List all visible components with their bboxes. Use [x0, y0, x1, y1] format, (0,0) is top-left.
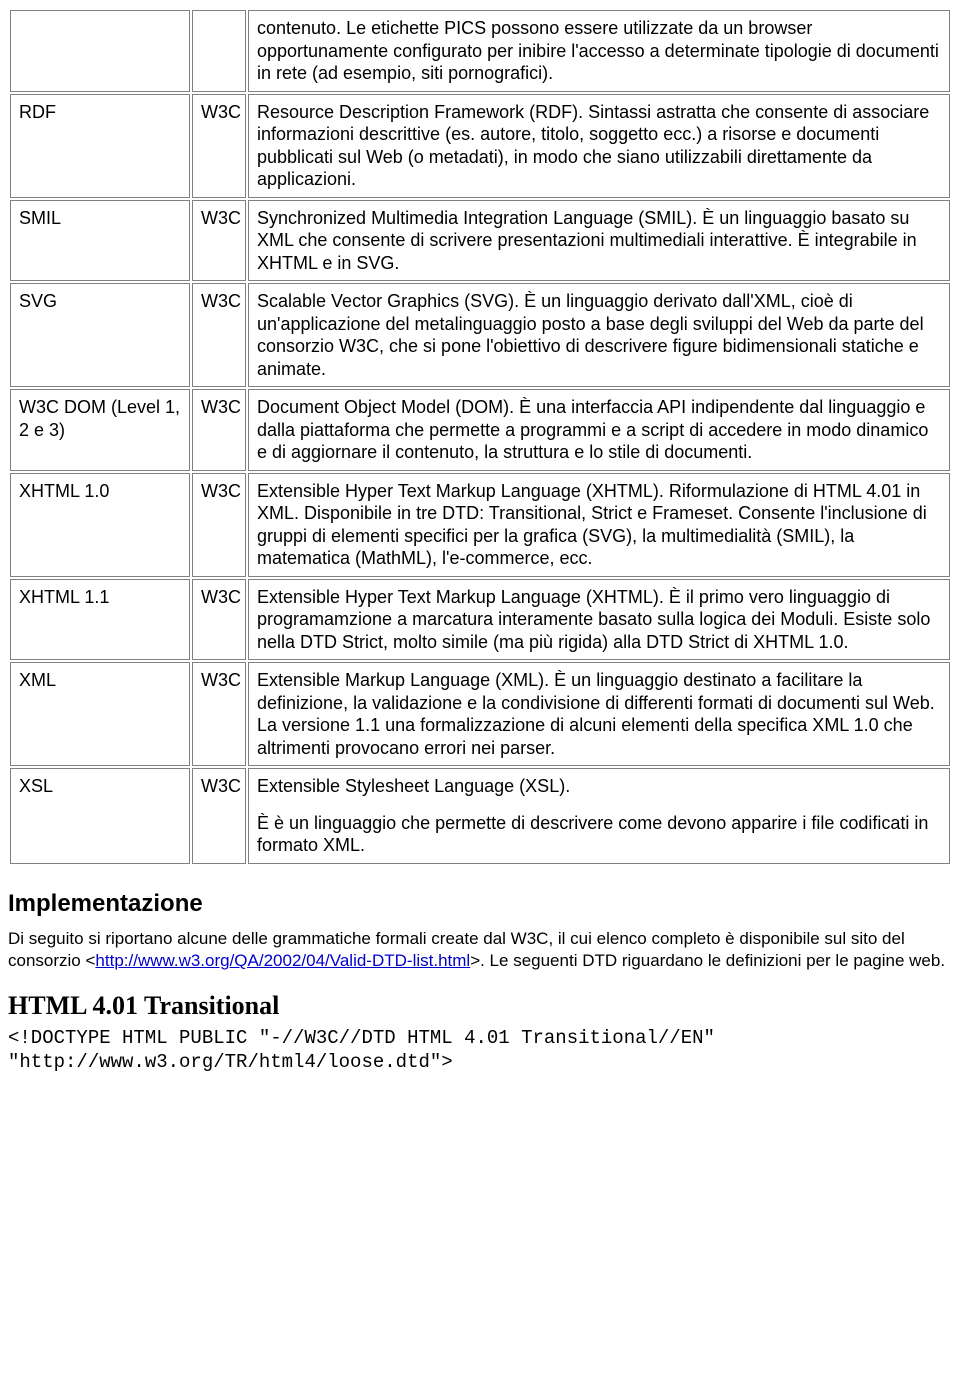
- cell-name: [10, 10, 190, 92]
- cell-name: XHTML 1.0: [10, 473, 190, 577]
- cell-org: W3C: [192, 768, 246, 864]
- table-row: SMIL W3C Synchronized Multimedia Integra…: [10, 200, 950, 282]
- description-part-2: È è un linguaggio che permette di descri…: [257, 812, 941, 857]
- cell-name: W3C DOM (Level 1, 2 e 3): [10, 389, 190, 471]
- cell-org: W3C: [192, 579, 246, 661]
- cell-org: W3C: [192, 94, 246, 198]
- cell-name: SVG: [10, 283, 190, 387]
- table-body: contenuto. Le etichette PICS possono ess…: [10, 10, 950, 864]
- section-paragraph: Di seguito si riportano alcune delle gra…: [8, 928, 952, 974]
- table-row: XML W3C Extensible Markup Language (XML)…: [10, 662, 950, 766]
- cell-org: W3C: [192, 200, 246, 282]
- table-row: XHTML 1.1 W3C Extensible Hyper Text Mark…: [10, 579, 950, 661]
- cell-org: W3C: [192, 473, 246, 577]
- cell-name: XML: [10, 662, 190, 766]
- table-row: SVG W3C Scalable Vector Graphics (SVG). …: [10, 283, 950, 387]
- table-row: W3C DOM (Level 1, 2 e 3) W3C Document Ob…: [10, 389, 950, 471]
- cell-org: W3C: [192, 662, 246, 766]
- paragraph-text-post: >. Le seguenti DTD riguardano le definiz…: [470, 951, 945, 970]
- cell-name: XSL: [10, 768, 190, 864]
- cell-description: contenuto. Le etichette PICS possono ess…: [248, 10, 950, 92]
- doctype-code: <!DOCTYPE HTML PUBLIC "-//W3C//DTD HTML …: [8, 1027, 952, 1075]
- table-row: XSL W3C Extensible Stylesheet Language (…: [10, 768, 950, 864]
- cell-org: W3C: [192, 283, 246, 387]
- specifications-table: contenuto. Le etichette PICS possono ess…: [8, 8, 952, 866]
- cell-org: W3C: [192, 389, 246, 471]
- cell-description: Scalable Vector Graphics (SVG). È un lin…: [248, 283, 950, 387]
- cell-name: SMIL: [10, 200, 190, 282]
- dtd-list-link[interactable]: http://www.w3.org/QA/2002/04/Valid-DTD-l…: [95, 951, 470, 970]
- subsection-heading: HTML 4.01 Transitional: [8, 991, 952, 1021]
- cell-org: [192, 10, 246, 92]
- cell-name: XHTML 1.1: [10, 579, 190, 661]
- cell-description: Synchronized Multimedia Integration Lang…: [248, 200, 950, 282]
- table-row: XHTML 1.0 W3C Extensible Hyper Text Mark…: [10, 473, 950, 577]
- cell-description: Resource Description Framework (RDF). Si…: [248, 94, 950, 198]
- table-row: contenuto. Le etichette PICS possono ess…: [10, 10, 950, 92]
- description-part-1: Extensible Stylesheet Language (XSL).: [257, 775, 941, 798]
- cell-description: Extensible Markup Language (XML). È un l…: [248, 662, 950, 766]
- section-heading: Implementazione: [8, 890, 952, 918]
- cell-description: Extensible Hyper Text Markup Language (X…: [248, 579, 950, 661]
- cell-description: Document Object Model (DOM). È una inter…: [248, 389, 950, 471]
- table-row: RDF W3C Resource Description Framework (…: [10, 94, 950, 198]
- cell-name: RDF: [10, 94, 190, 198]
- cell-description: Extensible Hyper Text Markup Language (X…: [248, 473, 950, 577]
- cell-description: Extensible Stylesheet Language (XSL). È …: [248, 768, 950, 864]
